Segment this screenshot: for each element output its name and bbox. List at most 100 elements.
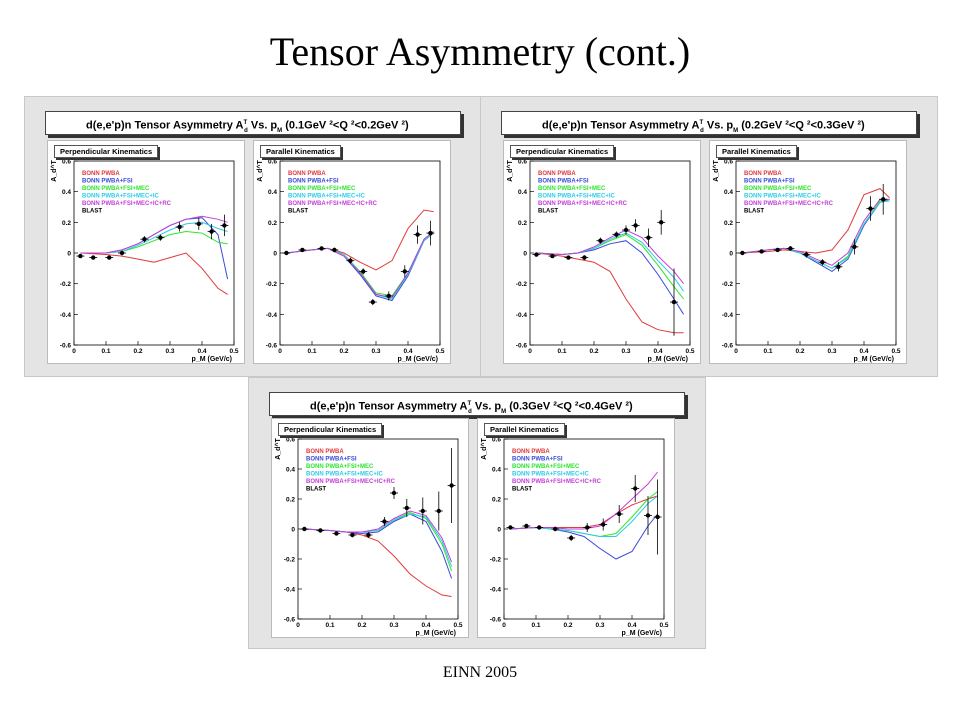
y-tick-label: 0.4: [492, 467, 501, 474]
x-tick-label: 0.2: [563, 622, 572, 629]
y-tick-label: -0.6: [722, 343, 734, 350]
series-curve: [536, 232, 685, 292]
legend-entry: BONN PWBA+FSI+MEC: [538, 186, 606, 192]
x-tick-label: 0.1: [101, 348, 110, 355]
blast-point: [566, 255, 571, 260]
figure-panel-q2-0.1-0.2: d(e,e'p)n Tensor Asymmetry ATd Vs. pM (0…: [24, 96, 482, 377]
y-tick-label: 0: [729, 251, 733, 258]
x-axis-label: p_M (GeV/c): [416, 630, 456, 637]
legend-entry: BONN PWBA: [512, 449, 550, 455]
series-curve: [510, 495, 658, 537]
blast-point: [318, 528, 323, 533]
blast-point: [142, 237, 147, 242]
x-tick-label: 0.2: [357, 622, 366, 629]
x-tick-label: 0.5: [659, 622, 668, 629]
x-tick-label: 0: [72, 348, 76, 355]
blast-point: [537, 525, 542, 530]
blast-point: [177, 224, 182, 230]
blast-point: [222, 223, 227, 228]
y-tick-label: -0.6: [516, 343, 528, 350]
y-tick-label: 0.4: [518, 189, 527, 196]
y-tick-label: 0: [291, 527, 295, 534]
y-tick-label: 0.6: [518, 159, 527, 166]
subplot-parallel: Parallel Kinematics 0.6 0.4 0.2 0 -0.2 -0.4 -0…: [477, 418, 675, 638]
legend-entry: BONN PWBA+FSI: [288, 179, 339, 185]
legend-entry: BONN PWBA+FSI+MEC+IC: [744, 194, 822, 200]
blast-point: [350, 532, 355, 538]
legend-entry: BLAST: [538, 209, 558, 215]
x-tick-label: 0.5: [435, 348, 444, 355]
blast-point: [415, 232, 420, 237]
y-tick-label: 0: [67, 251, 71, 258]
y-tick-label: 0.6: [268, 159, 277, 166]
blast-point: [78, 253, 83, 259]
legend-entry: BONN PWBA: [744, 171, 782, 177]
legend-entry: BONN PWBA: [288, 171, 326, 177]
y-tick-label: 0.2: [724, 220, 733, 227]
legend-entry: BONN PWBA+FSI+MEC: [82, 186, 150, 192]
y-tick-label: 0.2: [268, 220, 277, 227]
x-tick-label: 0.5: [685, 348, 694, 355]
blast-point: [196, 221, 201, 227]
series-curve: [304, 510, 453, 563]
x-tick-label: 0.4: [627, 622, 636, 629]
y-tick-label: -0.2: [516, 281, 528, 288]
blast-point: [820, 260, 825, 265]
blast-point: [300, 247, 305, 253]
y-tick-label: -0.2: [722, 281, 734, 288]
legend-entry: BONN PWBA+FSI+MEC+IC: [288, 194, 366, 200]
x-tick-label: 0.2: [339, 348, 348, 355]
legend-entry: BONN PWBA+FSI: [744, 179, 795, 185]
legend-entry: BONN PWBA+FSI+MEC+IC+RC: [288, 201, 378, 207]
x-tick-label: 0.5: [453, 622, 462, 629]
x-tick-label: 0.5: [891, 348, 900, 355]
x-tick-label: 0: [278, 348, 282, 355]
y-axis-label: A_d^T: [506, 159, 514, 181]
blast-point: [508, 525, 513, 530]
legend-entry: BONN PWBA+FSI+MEC+IC: [82, 194, 160, 200]
blast-point: [391, 490, 397, 496]
blast-point: [91, 255, 96, 260]
legend-entry: BONN PWBA+FSI+MEC+IC+RC: [744, 201, 834, 207]
blast-point: [659, 220, 664, 225]
series-curve: [80, 215, 228, 254]
y-tick-label: -0.6: [490, 617, 502, 624]
figure-title: d(e,e'p)n Tensor Asymmetry ATd Vs. pM (0…: [45, 111, 461, 135]
blast-point: [348, 258, 353, 263]
blast-point: [671, 299, 677, 305]
x-tick-label: 0.4: [653, 348, 662, 355]
figure-title: d(e,e'p)n Tensor Asymmetry ATd Vs. pM (0…: [501, 111, 917, 135]
y-tick-label: -0.6: [60, 343, 72, 350]
perpendicular-chart: 0.60.40.20-0.2-0.4-0.60 0.1 0.2 0.3 0.4 0.5A_…: [50, 159, 239, 364]
subplot-perpendicular: Perpendicular Kinematics 0.6 0.4 0.2 0 -0.2 -…: [271, 418, 469, 638]
perpendicular-chart: 0.60.40.20-0.2-0.4-0.60 0.1 0.2 0.3 0.4 0.5A_…: [274, 437, 463, 638]
legend-entry: BONN PWBA+FSI+MEC+IC: [512, 472, 590, 478]
perpendicular-kinematics-label: Perpendicular Kinematics: [510, 145, 615, 158]
x-tick-label: 0.3: [595, 622, 604, 629]
figure-panel-q2-0.2-0.3: d(e,e'p)n Tensor Asymmetry ATd Vs. pM (0…: [480, 96, 938, 377]
legend-entry: BONN PWBA+FSI: [512, 457, 563, 463]
x-tick-label: 0.4: [859, 348, 868, 355]
blast-point: [633, 486, 638, 491]
parallel-kinematics-label: Parallel Kinematics: [484, 423, 565, 436]
legend-entry: BONN PWBA: [82, 171, 120, 177]
blast-point: [209, 229, 214, 234]
legend-entry: BLAST: [288, 209, 308, 215]
y-tick-label: 0.2: [286, 497, 295, 504]
series-curve: [742, 200, 890, 269]
subplot-parallel: Parallel Kinematics 0.6 0.4 0.2 0 -0.2 -0.4 -0…: [253, 140, 451, 364]
series-curve: [742, 198, 890, 269]
legend-entry: BONN PWBA: [306, 449, 344, 455]
blast-point: [598, 238, 603, 243]
series-curve: [286, 231, 434, 299]
y-axis-label: A_d^T: [480, 437, 488, 459]
series-curve: [510, 513, 658, 560]
x-tick-label: 0.3: [389, 622, 398, 629]
y-tick-label: 0: [497, 527, 501, 534]
blast-point: [788, 246, 793, 251]
legend-entry: BONN PWBA+FSI+MEC: [306, 464, 374, 470]
legend-entry: BONN PWBA+FSI+MEC+IC+RC: [512, 479, 602, 485]
blast-point: [881, 197, 886, 202]
blast-point: [382, 519, 387, 524]
legend-entry: BONN PWBA+FSI+MEC: [744, 186, 812, 192]
